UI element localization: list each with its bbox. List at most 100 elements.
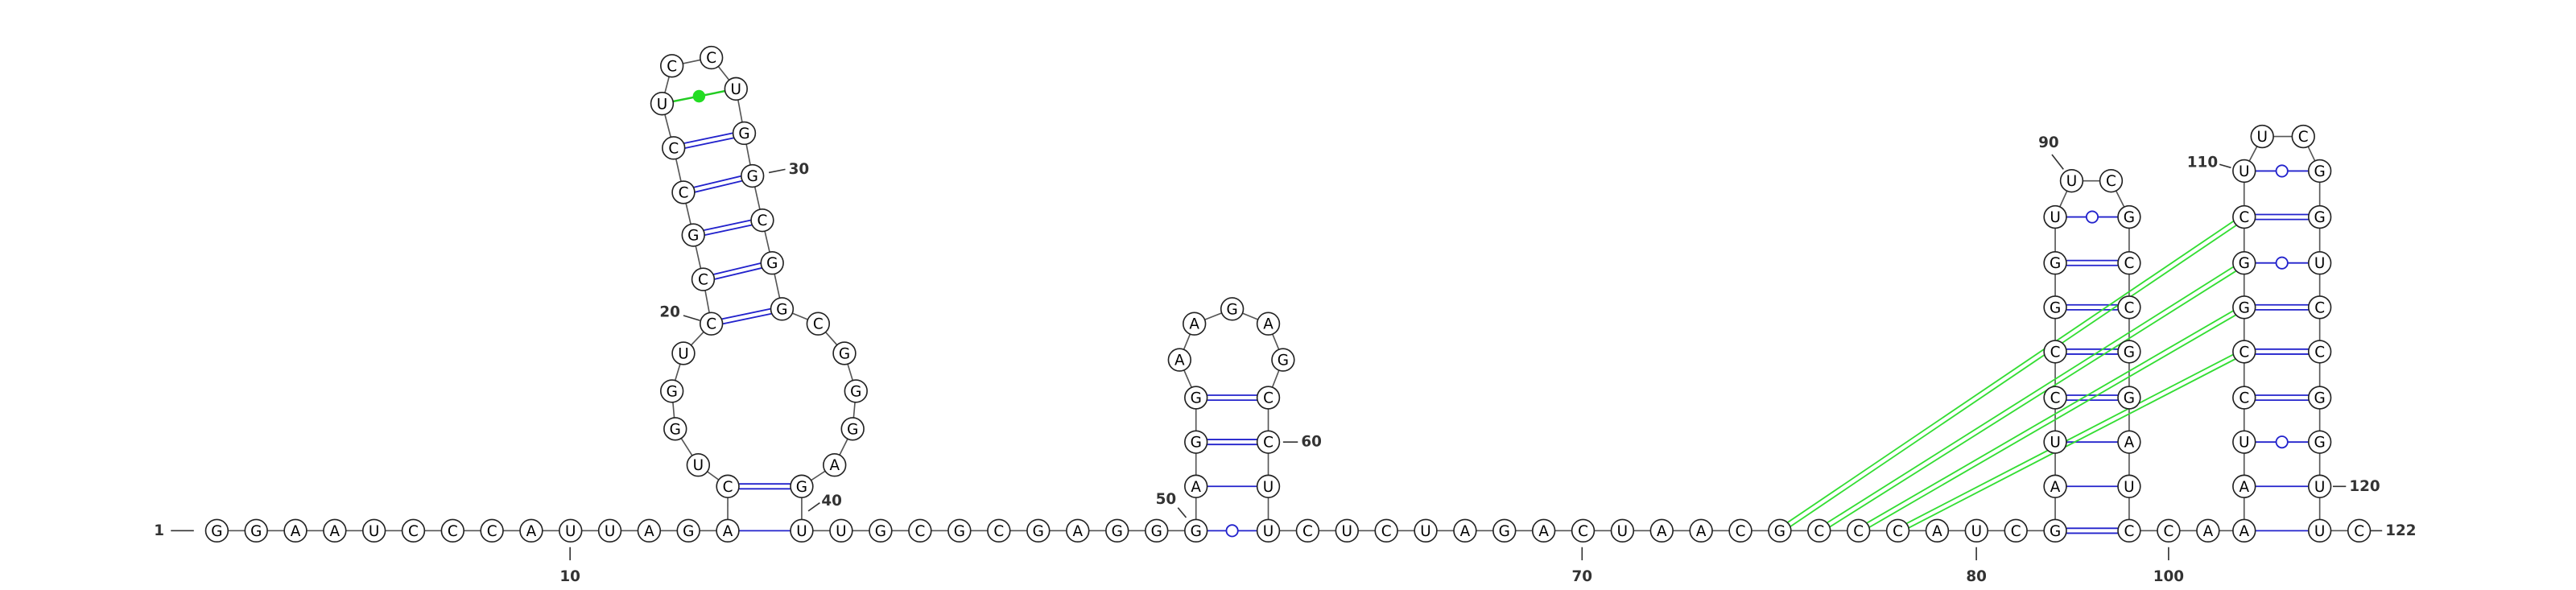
- nucleotide-circle: [662, 136, 686, 160]
- nucleotide-circle: [2232, 251, 2256, 275]
- nucleotide-label: A: [1538, 523, 1549, 540]
- nucleotide-circle: [1689, 518, 1713, 543]
- nucleotide-circle: [1335, 518, 1359, 543]
- base-pair: [693, 221, 763, 238]
- nucleotide-label: G: [211, 523, 222, 540]
- nucleotide-circle: [244, 518, 268, 543]
- nucleotide-label: U: [2314, 523, 2325, 540]
- number-tick: [768, 168, 786, 174]
- nucleotide-label: A: [2124, 435, 2135, 452]
- base-pair: [710, 305, 782, 323]
- nucleotide-circle: [1728, 518, 1752, 543]
- nucleotide-label: U: [2050, 435, 2060, 452]
- nucleotide-label: G: [2050, 523, 2061, 540]
- nucleotide-circle: [1964, 518, 1988, 543]
- nucleotide-label: U: [2239, 163, 2249, 180]
- wobble-pair: [2275, 164, 2289, 178]
- nucleotide-circle: [699, 45, 724, 70]
- position-number: 10: [559, 568, 580, 585]
- nucleotide-label: A: [2239, 523, 2249, 540]
- nucleotide-label: C: [448, 523, 458, 540]
- nucleotide-circle: [2043, 251, 2067, 275]
- nucleotide-label: A: [330, 523, 341, 540]
- nucleotide-circle: [790, 518, 814, 543]
- nucleotide-circle: [832, 341, 857, 365]
- nucleotide-circle: [844, 379, 868, 403]
- nucleotide-circle: [699, 312, 724, 336]
- nucleotide-label: A: [644, 523, 654, 540]
- nucleotide-label: G: [747, 168, 758, 185]
- position-number: 20: [659, 303, 680, 320]
- nucleotide-circle: [1105, 518, 1129, 543]
- nucleotide-label: C: [813, 316, 824, 333]
- nucleotide-circle: [2099, 168, 2124, 193]
- nucleotide-circle: [724, 76, 748, 101]
- nucleotide-circle: [1256, 386, 1281, 410]
- base-pair: [683, 172, 753, 191]
- nucleotide-circle: [1374, 518, 1398, 543]
- number-tick: [2051, 154, 2064, 170]
- nucleotide-circle: [2250, 124, 2274, 149]
- nucleotide-label: G: [850, 383, 861, 400]
- nucleotide-circle: [676, 518, 700, 543]
- nucleotide-circle: [987, 518, 1011, 543]
- nucleotide-circle: [2043, 204, 2067, 229]
- nucleotide-circle: [2232, 340, 2256, 364]
- nucleotide-circle: [947, 518, 972, 543]
- nucleotide-circle: [2117, 295, 2141, 320]
- nucleotide-circle: [2307, 251, 2332, 275]
- nucleotide-label: U: [2124, 479, 2134, 496]
- nucleotide-circle: [1885, 518, 1910, 543]
- nucleotide-circle: [2307, 430, 2332, 454]
- nucleotide-circle: [716, 474, 740, 498]
- nucleotide-label: G: [1112, 523, 1123, 540]
- nucleotide-label: G: [667, 383, 678, 400]
- nucleotide-label: C: [2050, 344, 2061, 361]
- nucleotide-label: C: [1381, 523, 1392, 540]
- nucleotide-circle: [829, 518, 853, 543]
- wobble-pair: [2275, 256, 2289, 270]
- nucleotide-label: C: [2163, 523, 2174, 540]
- nucleotide-label: A: [1174, 353, 1185, 369]
- nucleotide-circle: [2004, 518, 2028, 543]
- nucleotide-label: G: [1191, 435, 1202, 452]
- position-number: 90: [2038, 134, 2059, 151]
- position-number: 30: [789, 161, 810, 178]
- nucleotide-circle: [2043, 295, 2067, 320]
- nucleotide-label: A: [1072, 523, 1083, 540]
- nucleotide-label: G: [2314, 163, 2326, 180]
- nucleotide-label: C: [1736, 523, 1746, 540]
- nucleotide-circle: [2307, 159, 2332, 184]
- nucleotide-circle: [1492, 518, 1517, 543]
- nucleotide-circle: [750, 208, 774, 233]
- nucleotide-label: G: [839, 345, 850, 362]
- position-number: 50: [1156, 491, 1177, 508]
- pseudoknot-pair: [1859, 308, 2246, 534]
- nucleotide-label: A: [291, 523, 301, 540]
- nucleotide-label: G: [2124, 209, 2135, 226]
- nucleotide-label: C: [758, 212, 768, 229]
- nucleotide-label: C: [2298, 129, 2309, 146]
- nucleotide-label: U: [1342, 523, 1352, 540]
- nucleotide-circle: [2232, 430, 2256, 454]
- nucleotide-circle: [2232, 386, 2256, 410]
- nucleotide-label: U: [731, 81, 741, 98]
- nucleotide-label: C: [1263, 435, 1274, 452]
- nucleotide-circle: [691, 267, 716, 291]
- nucleotide-circle: [716, 518, 740, 543]
- nucleotide-circle: [2117, 430, 2141, 454]
- nucleotide-circle: [323, 518, 347, 543]
- nucleotide-circle: [2043, 340, 2067, 364]
- base-pair: [674, 134, 745, 151]
- nucleotide-label: C: [2314, 344, 2325, 361]
- nucleotide-label: A: [1263, 316, 1274, 333]
- nucleotide-label: G: [670, 421, 681, 438]
- nucleotide-label: G: [687, 228, 699, 245]
- base-pair: [683, 177, 753, 196]
- nucleotide-circle: [741, 163, 765, 188]
- nucleotide-label: G: [796, 479, 807, 496]
- nucleotide-label: G: [766, 255, 778, 272]
- position-number: 70: [1572, 568, 1593, 585]
- nucleotide-label: U: [565, 523, 576, 540]
